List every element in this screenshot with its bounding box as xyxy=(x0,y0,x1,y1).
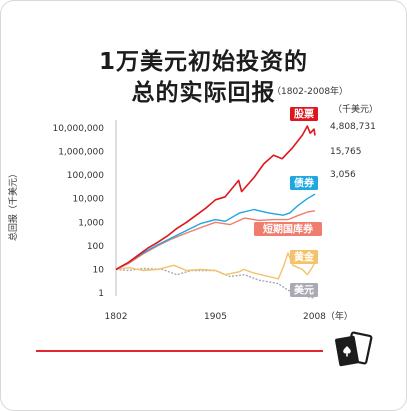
y-tick-label: 100,000 xyxy=(67,171,104,181)
series-badge-bonds xyxy=(290,176,318,190)
unit-label: （千美元） xyxy=(333,103,378,115)
series-badge-dollar xyxy=(290,283,318,297)
y-tick-label: 10 xyxy=(93,265,105,275)
y-ticks: 10,000,000 1,000,000 100,000 10,000 1,000 100… xyxy=(52,124,104,299)
x-tick-label: 2008（年） xyxy=(303,310,353,322)
series-line-stocks xyxy=(115,125,316,271)
series-label-bonds: 债券 xyxy=(294,177,315,190)
series-label-bills: 短期国库券 xyxy=(263,223,314,236)
series-label-dollar: 美元 xyxy=(294,284,314,297)
x-ticks: 1802 1905 2008（年） xyxy=(105,310,353,322)
title-subtitle: （1802-2008年） xyxy=(272,87,349,97)
series-badge-bills xyxy=(254,222,322,236)
y-tick-label: 10,000 xyxy=(73,195,105,205)
cards-logo xyxy=(335,331,373,367)
end-value-bills: 3,056 xyxy=(330,170,356,180)
series-badge-stocks xyxy=(290,107,318,121)
title-line-2: 总的实际回报 xyxy=(131,80,276,106)
end-value-bonds: 15,765 xyxy=(330,147,362,157)
y-tick-label: 100 xyxy=(87,242,104,252)
x-tick-label: 1905 xyxy=(204,312,227,322)
series-line-bills xyxy=(115,210,316,271)
y-tick-label: 10,000,000 xyxy=(52,124,104,134)
y-axis-label: 总回报（千美元） xyxy=(7,169,19,241)
series-label-stocks: 股票 xyxy=(294,109,314,121)
y-tick-label: 1,000 xyxy=(78,218,104,228)
end-value-stocks: 4,808,731 xyxy=(330,122,376,132)
y-tick-label: 1 xyxy=(98,289,104,299)
y-tick-label: 1,000,000 xyxy=(58,148,104,158)
series-line-dollar xyxy=(115,267,316,299)
series-line-gold xyxy=(115,252,316,280)
series-label-gold: 黄金 xyxy=(294,251,315,264)
series-badge-gold xyxy=(290,250,318,264)
series-lines xyxy=(115,125,316,299)
bottom-rule xyxy=(36,350,323,352)
title-line-1: 1万美元初始投资的 xyxy=(98,49,308,75)
x-tick-label: 1802 xyxy=(105,312,128,322)
series-line-bonds xyxy=(115,193,316,271)
